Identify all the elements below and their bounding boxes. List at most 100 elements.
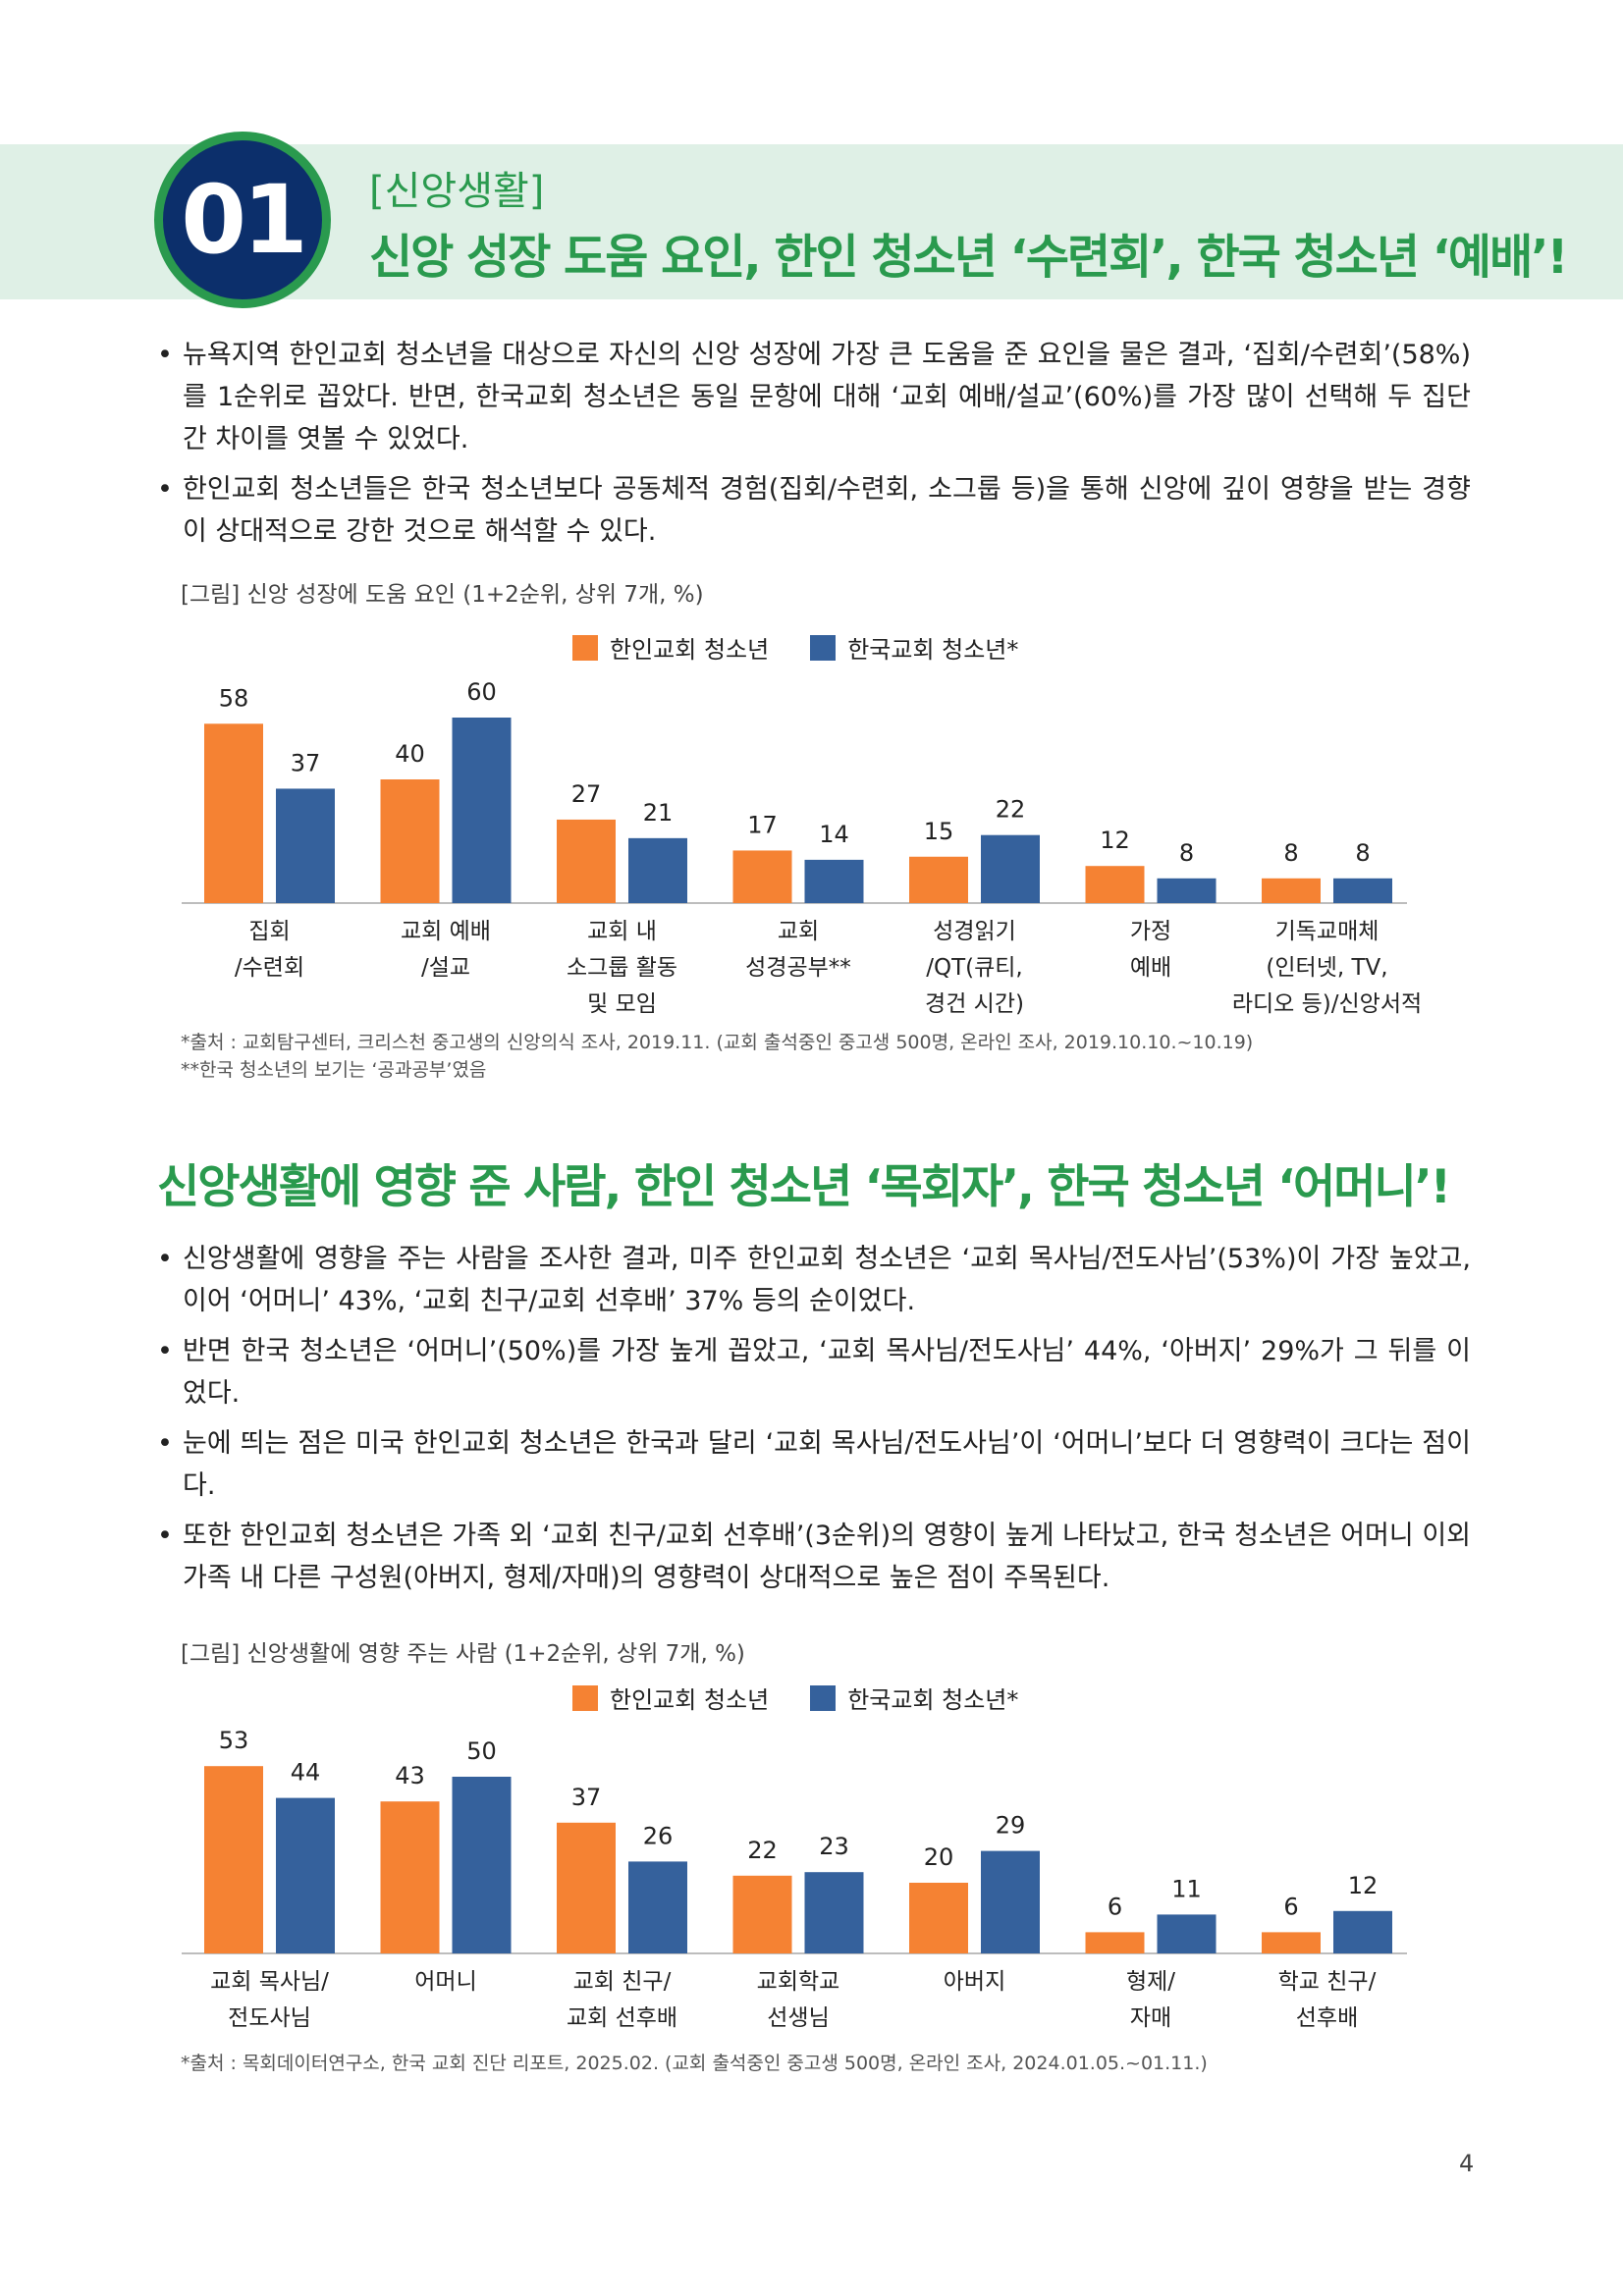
chart2-legend: 한인교회 청소년 한국교회 청소년*: [572, 1681, 1059, 1715]
data-label: 12: [1100, 827, 1130, 854]
data-label: 12: [1348, 1872, 1379, 1899]
bar-korea: [628, 837, 687, 903]
bar-korea: [804, 859, 864, 903]
bar-korean-american: [909, 1883, 968, 1953]
category-label: 아버지: [944, 1969, 1005, 1995]
data-label: 22: [747, 1837, 778, 1864]
section-tag: [신앙생활]: [369, 169, 545, 214]
legend-swatch-blue: [810, 634, 837, 661]
data-label: 8: [1283, 839, 1298, 867]
chart2-caption: [그림] 신앙생활에 영향 주는 사람 (1+2순위, 상위 7개, %): [181, 1641, 745, 1667]
category-label: 교회 내 소그룹 활동 및 모임: [567, 919, 677, 1017]
bar-korean-american: [380, 1801, 440, 1953]
bar-korea: [276, 1797, 335, 1953]
chart1-notes: *출처 : 교회탐구센터, 크리스천 중고생의 신앙의식 조사, 2019.11…: [181, 1029, 1253, 1084]
data-label: 6: [1108, 1893, 1122, 1920]
bar-korea: [981, 1850, 1040, 1953]
bar-korean-american: [1262, 1932, 1321, 1953]
legend-label: 한인교회 청소년: [610, 1686, 770, 1714]
legend-item-korea: 한국교회 청소년*: [810, 1681, 1018, 1715]
data-label: 20: [924, 1843, 954, 1871]
bar-korean-american: [732, 850, 792, 903]
bar-korean-american: [1085, 866, 1145, 903]
bar-korea: [1333, 1910, 1392, 1953]
data-label: 60: [466, 678, 497, 706]
bullet-list-1: 뉴욕지역 한인교회 청소년을 대상으로 자신의 신앙 성장에 가장 큰 도움을 …: [155, 334, 1471, 561]
category-label: 형제/자매: [1126, 1969, 1175, 2031]
data-label: 50: [466, 1737, 497, 1765]
bar-korean-american: [1262, 878, 1321, 903]
bar-korean-american: [732, 1875, 792, 1953]
data-label: 8: [1355, 839, 1370, 867]
data-label: 29: [996, 1812, 1026, 1840]
category-label: 교회 예배/설교: [401, 919, 491, 981]
category-label: 가정 예배: [1130, 919, 1171, 981]
chart1-bar-chart: 58 37 집회/수련회 40 60 교회 예배/설교 27 21 교회 내 소그룹 활동 및 모임…: [182, 678, 1422, 1017]
legend-swatch-blue: [810, 1684, 837, 1711]
bar-korean-american: [909, 856, 968, 903]
bullet-item: 반면 한국 청소년은 ‘어머니’(50%)를 가장 높게 꼽았고, ‘교회 목사…: [155, 1330, 1471, 1415]
data-label: 37: [291, 749, 321, 776]
section2-title: 신앙생활에 영향 준 사람, 한인 청소년 ‘목회자’, 한국 청소년 ‘어머니…: [157, 1160, 1451, 1214]
bar-korean-american: [1085, 1932, 1145, 1953]
data-label: 15: [924, 818, 954, 845]
category-label: 어머니: [414, 1969, 476, 1995]
bar-korea: [1333, 878, 1392, 903]
data-label: 58: [219, 684, 249, 712]
category-label: 집회/수련회: [235, 919, 304, 981]
chart1-note: *출처 : 교회탐구센터, 크리스천 중고생의 신앙의식 조사, 2019.11…: [181, 1032, 1254, 1053]
data-label: 21: [643, 799, 674, 827]
category-label: 교회 성경공부**: [745, 919, 851, 981]
bar-korean-american: [557, 819, 616, 903]
data-label: 22: [996, 796, 1026, 824]
data-label: 53: [219, 1727, 249, 1754]
legend-item-korea: 한국교회 청소년*: [810, 630, 1018, 665]
bar-korea: [628, 1861, 687, 1953]
bar-korean-american: [380, 779, 440, 903]
category-label: 교회 친구/교회 선후배: [567, 1969, 677, 2031]
bar-korea: [276, 788, 335, 903]
bar-korean-american: [204, 1766, 263, 1953]
category-label: 교회 목사님/전도사님: [210, 1969, 329, 2031]
bullet-item: 눈에 띄는 점은 미국 한인교회 청소년은 한국과 달리 ‘교회 목사님/전도사…: [155, 1422, 1471, 1507]
bar-korea: [452, 718, 512, 903]
category-label: 성경읽기/QT(큐티, 경건 시간): [925, 919, 1024, 1017]
data-label: 17: [747, 811, 778, 838]
section-number-badge: 01: [154, 132, 331, 308]
data-label: 37: [571, 1784, 602, 1811]
legend-item-korean-american: 한인교회 청소년: [572, 1681, 769, 1715]
legend-item-korean-american: 한인교회 청소년: [572, 630, 769, 665]
data-label: 43: [395, 1762, 425, 1789]
chart1-legend: 한인교회 청소년 한국교회 청소년*: [572, 630, 1059, 665]
category-label: 학교 친구/선후배: [1278, 1969, 1377, 2031]
data-label: 8: [1179, 839, 1194, 867]
section-title: 신앙 성장 도움 요인, 한인 청소년 ‘수련회’, 한국 청소년 ‘예배’!: [369, 230, 1568, 285]
category-label: 교회학교 선생님: [757, 1969, 840, 2031]
bar-korea: [1157, 878, 1217, 903]
page-number: 4: [1459, 2150, 1475, 2177]
bar-korea: [981, 834, 1040, 903]
data-label: 14: [819, 821, 849, 848]
data-label: 6: [1283, 1893, 1298, 1920]
chart2-note: *출처 : 목회데이터연구소, 한국 교회 진단 리포트, 2025.02. (…: [181, 2053, 1208, 2074]
bar-korea: [1157, 1914, 1217, 1953]
data-label: 26: [643, 1822, 674, 1849]
bar-korean-american: [204, 723, 263, 903]
chart2-notes: *출처 : 목회데이터연구소, 한국 교회 진단 리포트, 2025.02. (…: [181, 2050, 1208, 2077]
legend-label: 한국교회 청소년*: [847, 1686, 1019, 1714]
bullet-item: 또한 한인교회 청소년은 가족 외 ‘교회 친구/교회 선후배’(3순위)의 영…: [155, 1515, 1471, 1599]
bar-korea: [452, 1777, 512, 1953]
bullet-item: 뉴욕지역 한인교회 청소년을 대상으로 자신의 신앙 성장에 가장 큰 도움을 …: [155, 334, 1471, 460]
data-label: 40: [395, 740, 425, 768]
data-label: 27: [571, 780, 602, 808]
bullet-item: 한인교회 청소년들은 한국 청소년보다 공동체적 경험(집회/수련회, 소그룹 …: [155, 468, 1471, 553]
data-label: 23: [819, 1833, 849, 1860]
bullet-item: 신앙생활에 영향을 주는 사람을 조사한 결과, 미주 한인교회 청소년은 ‘교…: [155, 1238, 1471, 1322]
legend-swatch-orange: [572, 1684, 598, 1711]
bar-korean-american: [557, 1822, 616, 1953]
chart1-note: **한국 청소년의 보기는 ‘공과공부’였음: [181, 1059, 487, 1081]
chart2-bar-chart: 53 44 교회 목사님/전도사님 43 50 어머니 37 26 교회 친구/교회 선후배 22…: [182, 1727, 1407, 2031]
bar-korea: [804, 1872, 864, 1953]
bullet-list-2: 신앙생활에 영향을 주는 사람을 조사한 결과, 미주 한인교회 청소년은 ‘교…: [155, 1238, 1471, 1607]
legend-swatch-orange: [572, 634, 598, 661]
